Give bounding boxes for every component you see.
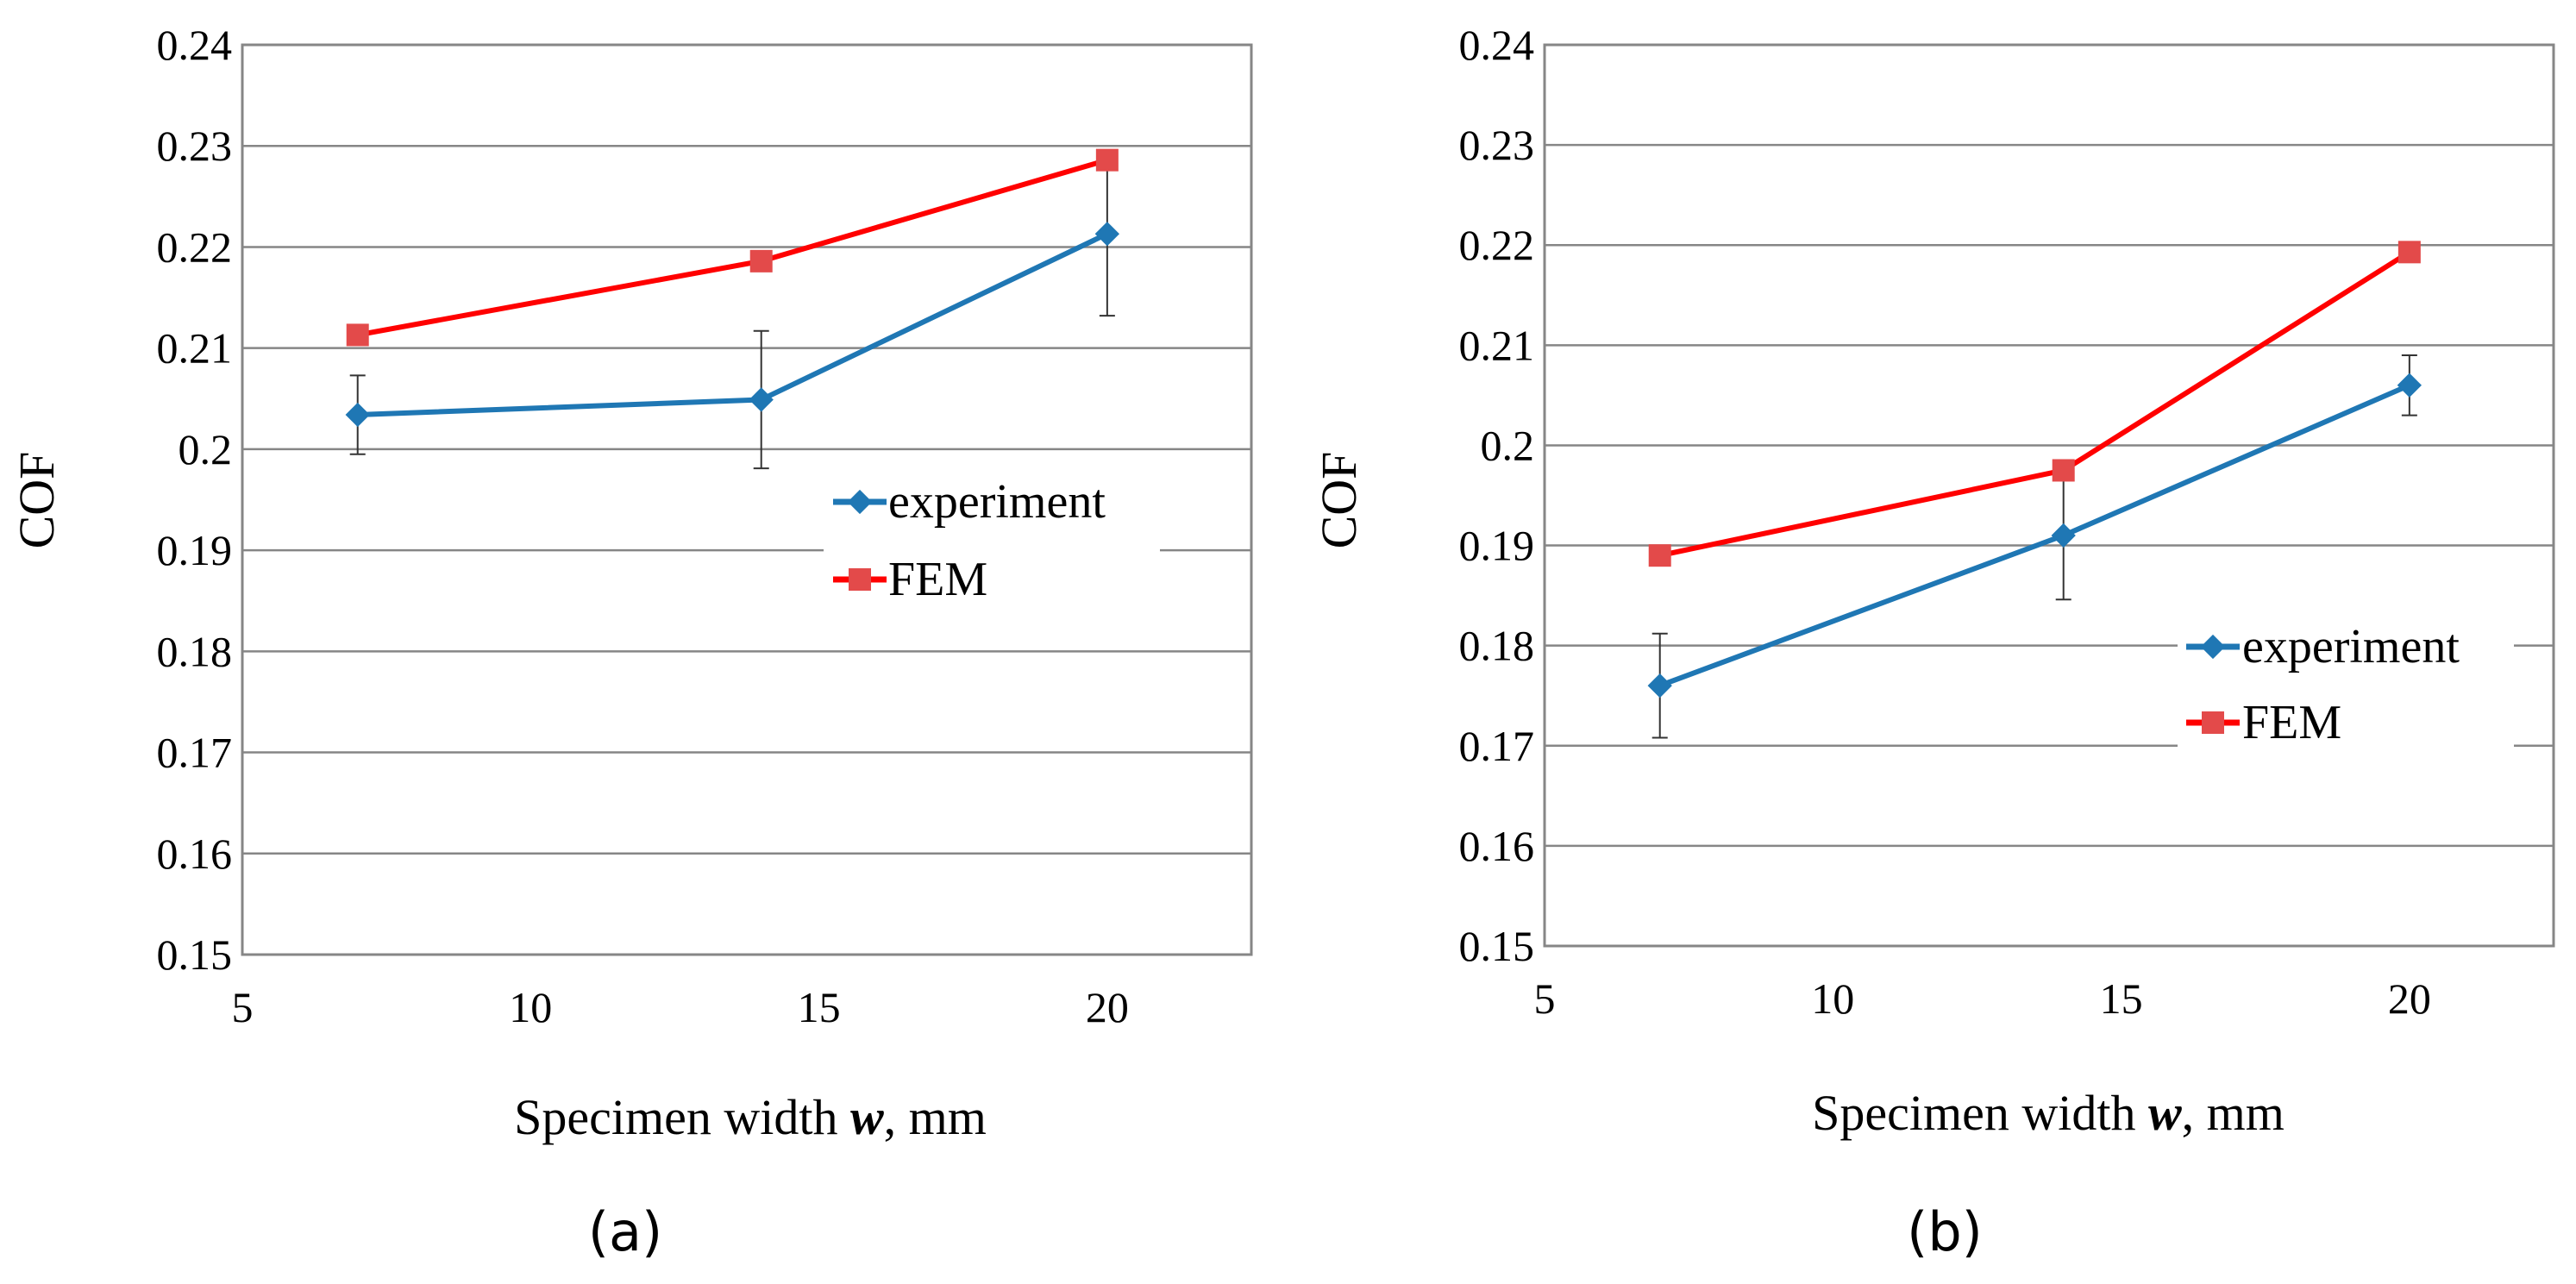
point-experiment-a-1 xyxy=(749,387,774,412)
y-tick-label-a-3: 0.18 xyxy=(157,627,233,675)
point-experiment-b-0 xyxy=(1647,673,1672,698)
plot-area-b xyxy=(1545,45,2554,946)
legend-label-experiment-b: experiment xyxy=(2242,620,2460,673)
y-tick-label-b-1: 0.16 xyxy=(1459,822,1535,870)
point-fem-b-0 xyxy=(1648,544,1671,567)
y-tick-label-a-4: 0.19 xyxy=(157,526,233,574)
y-axis-title-a: COF xyxy=(9,452,65,549)
x-tick-label-b-3: 20 xyxy=(2388,974,2431,1023)
legend-a: experiment FEM xyxy=(824,457,1160,629)
legend-b: experiment FEM xyxy=(2178,604,2514,772)
markers-a xyxy=(345,148,1119,428)
y-tick-labels-b: 0.15 0.16 0.17 0.18 0.19 0.2 0.21 0.22 0.23 0.24 xyxy=(1459,21,1535,970)
panel-label-a: (a) xyxy=(588,1200,662,1263)
x-tick-label-a-0: 5 xyxy=(232,983,254,1031)
y-tick-label-a-1: 0.16 xyxy=(157,830,233,878)
y-tick-label-b-0: 0.15 xyxy=(1459,922,1535,970)
panel-label-b: (b) xyxy=(1907,1200,1983,1263)
x-tick-labels-a: 5 10 15 20 xyxy=(232,983,1129,1031)
y-tick-label-b-9: 0.24 xyxy=(1459,21,1535,69)
y-tick-label-a-6: 0.21 xyxy=(157,324,233,373)
x-axis-title-b: Specimen width w, mm xyxy=(1812,1085,2285,1141)
y-tick-label-b-4: 0.19 xyxy=(1459,522,1535,570)
y-tick-label-a-0: 0.15 xyxy=(157,930,233,979)
y-tick-label-b-7: 0.22 xyxy=(1459,221,1535,269)
plot-frame-a xyxy=(241,43,1253,956)
y-tick-label-b-3: 0.18 xyxy=(1459,622,1535,670)
chart-panel-b: 0.150.160.170.180.190.20.210.220.230.24 … xyxy=(1311,21,2555,1263)
point-experiment-a-2 xyxy=(1094,222,1119,247)
legend-label-fem-b: FEM xyxy=(2242,696,2341,749)
legend-label-fem-a: FEM xyxy=(888,553,987,606)
point-fem-a-2 xyxy=(1095,148,1119,172)
y-tick-label-b-8: 0.23 xyxy=(1459,121,1535,169)
y-tick-label-b-5: 0.2 xyxy=(1481,421,1535,469)
x-tick-labels-b: 5 10 15 20 xyxy=(1534,974,2431,1023)
plot-frame-b xyxy=(1543,43,2555,948)
y-tick-label-a-5: 0.2 xyxy=(179,425,233,473)
x-tick-label-b-2: 15 xyxy=(2100,974,2143,1023)
x-tick-label-b-0: 5 xyxy=(1534,974,1556,1023)
point-fem-a-0 xyxy=(346,323,369,347)
y-tick-label-a-2: 0.17 xyxy=(157,729,233,777)
point-experiment-b-1 xyxy=(2051,523,2076,548)
point-experiment-a-0 xyxy=(345,402,370,428)
y-axis-title-b: COF xyxy=(1311,452,1367,549)
legend-label-experiment-a: experiment xyxy=(888,475,1106,529)
y-tick-label-a-8: 0.23 xyxy=(157,122,233,170)
y-tick-label-a-9: 0.24 xyxy=(157,21,233,69)
chart-panel-a: 0.150.160.170.180.190.20.210.220.230.24 … xyxy=(9,21,1253,1263)
point-experiment-b-2 xyxy=(2397,373,2422,398)
x-tick-label-a-1: 10 xyxy=(509,983,552,1031)
point-fem-a-1 xyxy=(749,249,773,272)
markers-b xyxy=(1647,241,2422,698)
y-tick-label-b-2: 0.17 xyxy=(1459,722,1535,770)
x-tick-label-b-1: 10 xyxy=(1811,974,1854,1023)
x-tick-label-a-3: 20 xyxy=(1086,983,1129,1031)
y-tick-label-b-6: 0.21 xyxy=(1459,321,1535,369)
point-fem-b-1 xyxy=(2052,459,2075,482)
y-tick-labels-a: 0.15 0.16 0.17 0.18 0.19 0.2 0.21 0.22 0.23 0.24 xyxy=(157,21,233,979)
y-tick-label-a-7: 0.22 xyxy=(157,222,233,271)
x-tick-label-a-2: 15 xyxy=(798,983,841,1031)
x-axis-title-a: Specimen width w, mm xyxy=(514,1089,987,1145)
point-fem-b-2 xyxy=(2397,241,2421,264)
